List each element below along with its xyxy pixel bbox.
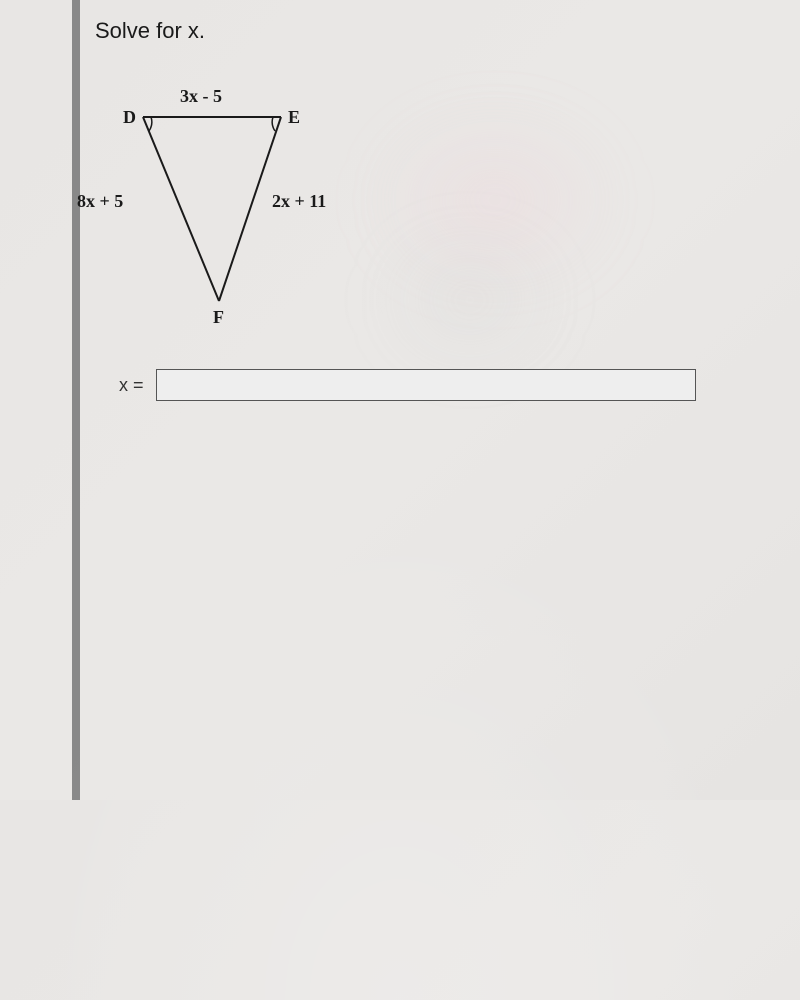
side-label-EF: 2x + 11: [272, 191, 326, 212]
side-label-DF: 8x + 5: [77, 191, 123, 212]
content-area: Solve for x. 3x - 5 D E 8x + 5 2x + 11 F…: [95, 18, 775, 401]
triangle-svg: [95, 89, 375, 329]
vertex-label-E: E: [288, 107, 300, 128]
vertex-label-F: F: [213, 307, 224, 328]
paper-shine: [0, 400, 800, 1000]
question-title: Solve for x.: [95, 18, 775, 44]
triangle-diagram: 3x - 5 D E 8x + 5 2x + 11 F: [95, 89, 375, 329]
answer-label: x =: [119, 375, 144, 396]
angle-mark-E: [272, 117, 275, 131]
answer-input[interactable]: [156, 369, 696, 401]
page-left-border: [72, 0, 80, 800]
angle-mark-D: [149, 117, 152, 131]
side-label-DE: 3x - 5: [180, 86, 222, 107]
answer-row: x =: [119, 369, 775, 401]
side-DF: [143, 117, 219, 301]
vertex-label-D: D: [123, 107, 136, 128]
